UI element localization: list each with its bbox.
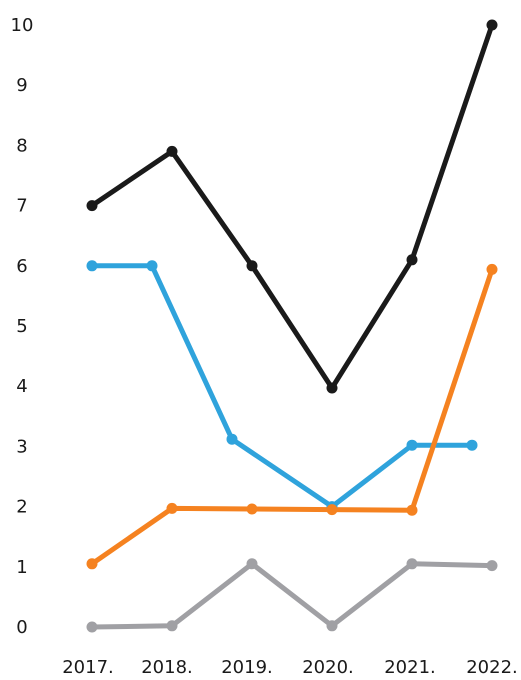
series-0-point	[246, 260, 258, 272]
series-0-point	[166, 145, 178, 157]
x-tick-label: 2022.	[466, 657, 518, 678]
series-2-point	[326, 504, 338, 516]
series-0-line	[89, 22, 495, 391]
series-0-point	[486, 19, 498, 31]
series-2-point	[486, 263, 498, 275]
series-2-point	[246, 503, 258, 515]
x-tick-label: 2019.	[221, 657, 273, 678]
series-lines	[89, 22, 495, 630]
series-points	[86, 19, 498, 633]
y-tick-label: 7	[16, 196, 27, 217]
series-3-point	[406, 558, 418, 570]
y-tick-label: 9	[16, 75, 27, 96]
x-axis-tick-labels: 2017. 2018. 2019. 2020. 2021. 2022.	[62, 657, 518, 678]
y-tick-label: 4	[16, 376, 27, 397]
y-tick-label: 5	[16, 316, 27, 337]
series-0-point	[326, 382, 338, 394]
series-1-line	[89, 263, 475, 510]
y-tick-label: 8	[16, 135, 27, 156]
x-tick-label: 2021.	[384, 657, 436, 678]
series-3-point	[166, 620, 178, 632]
series-2-point	[406, 504, 418, 516]
x-tick-label: 2020.	[302, 657, 354, 678]
x-tick-label: 2017.	[62, 657, 114, 678]
y-tick-label: 6	[16, 256, 27, 277]
series-1-point	[226, 433, 238, 445]
y-tick-label: 1	[16, 557, 27, 578]
y-tick-label: 10	[11, 15, 34, 36]
series-3-point	[486, 560, 498, 572]
series-3-point	[326, 620, 338, 632]
y-tick-label: 3	[16, 436, 27, 457]
series-0-point	[406, 254, 418, 266]
y-tick-label: 2	[16, 497, 27, 518]
series-1-point	[86, 260, 98, 272]
x-tick-label: 2018.	[141, 657, 193, 678]
series-3-line	[89, 561, 495, 630]
series-2-point	[166, 502, 178, 514]
series-3-point	[246, 558, 258, 570]
series-1-point	[146, 260, 158, 272]
y-axis-tick-labels: 0 1 2 3 4 5 6 7 8 9 10	[11, 15, 34, 638]
series-2-point	[86, 558, 98, 570]
series-0-point	[86, 200, 98, 212]
series-1-point	[406, 439, 418, 451]
series-3-point	[86, 621, 98, 633]
y-tick-label: 0	[16, 617, 27, 638]
series-2-line	[89, 266, 495, 567]
series-1-point	[466, 439, 478, 451]
